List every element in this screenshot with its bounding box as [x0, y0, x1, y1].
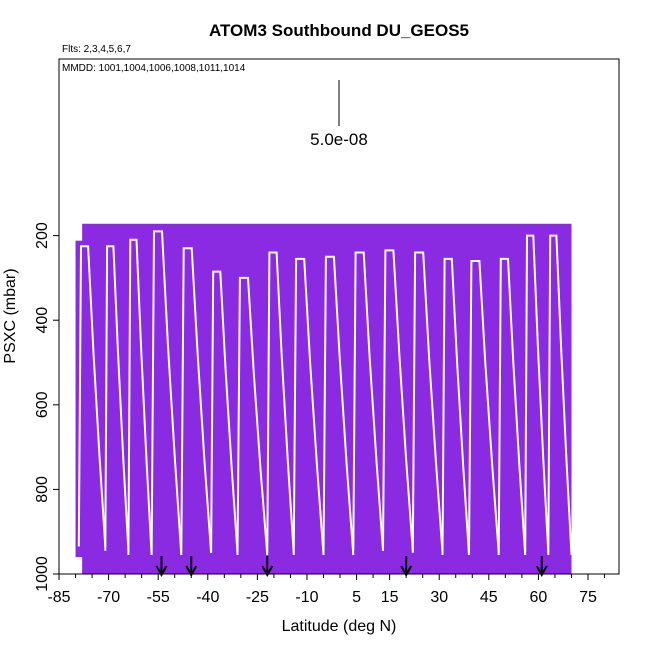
flight-profile-line — [266, 251, 295, 553]
flight-profile-line — [322, 255, 355, 556]
x-tick-label: -40 — [196, 589, 219, 606]
arrow-head — [261, 565, 274, 578]
flight-profile-line — [77, 245, 107, 547]
flight-profile-line — [468, 260, 500, 553]
y-tick-label: 400 — [34, 307, 51, 334]
flight-profile-line — [236, 276, 269, 556]
flight-profile-line — [210, 270, 239, 553]
flight-profile-line — [180, 247, 213, 553]
x-tick-label: 30 — [430, 589, 448, 606]
y-tick-label: 200 — [34, 222, 51, 249]
arrow-marker — [261, 556, 274, 578]
flight-profile-line — [352, 251, 384, 551]
x-tick-label: -25 — [246, 589, 269, 606]
y-axis: 200 400 600 800 1000 — [34, 222, 59, 592]
arrow-head — [155, 565, 168, 578]
plot-area — [75, 223, 573, 575]
arrow-marker — [185, 556, 198, 578]
x-tick-label: 5 — [352, 589, 361, 606]
x-tick-label: 45 — [480, 589, 498, 606]
flight-profile-line — [547, 234, 573, 556]
arrow-marker — [535, 556, 548, 578]
x-axis: -85 -70 -55 -40 -25 -10 5 15 30 45 60 75 — [47, 574, 606, 606]
flight-profile-line — [441, 257, 470, 556]
flight-profile-line — [382, 249, 414, 551]
y-axis-label: PSXC (mbar) — [2, 268, 19, 363]
flight-profile-line — [524, 234, 550, 553]
x-tick-label: 75 — [579, 589, 597, 606]
flight-profile-line — [497, 257, 527, 556]
arrow-head — [185, 565, 198, 578]
y-tick-label: 800 — [34, 476, 51, 503]
arrow-marker — [400, 556, 413, 578]
flight-profile-line — [411, 251, 444, 553]
arrow-head — [400, 565, 413, 578]
y-tick-label: 600 — [34, 391, 51, 418]
scale-label: 5.0e-08 — [310, 130, 368, 149]
plot-frame — [58, 58, 620, 575]
flights-label: Flts: 2,3,4,5,6,7 — [62, 44, 131, 55]
x-tick-label: 15 — [381, 589, 399, 606]
chart-title: ATOM3 Southbound DU_GEOS5 — [209, 21, 469, 40]
x-tick-label: -55 — [147, 589, 170, 606]
flight-profile-line — [127, 238, 153, 556]
flight-profile-line — [104, 245, 130, 551]
arrow-markers — [155, 556, 548, 578]
x-axis-label: Latitude (deg N) — [282, 618, 397, 635]
dates-label: MMDD: 1001,1004,1006,1008,1011,1014 — [62, 63, 246, 74]
x-tick-label: -10 — [295, 589, 318, 606]
x-tick-label: 60 — [530, 589, 548, 606]
arrow-head — [535, 565, 548, 578]
flight-profile-line — [292, 257, 325, 556]
y-tick-label: 1000 — [34, 556, 51, 592]
flight-profile-line — [150, 230, 183, 556]
arrow-marker — [155, 556, 168, 578]
x-tick-label: -70 — [97, 589, 120, 606]
x-tick-label: -85 — [47, 589, 70, 606]
